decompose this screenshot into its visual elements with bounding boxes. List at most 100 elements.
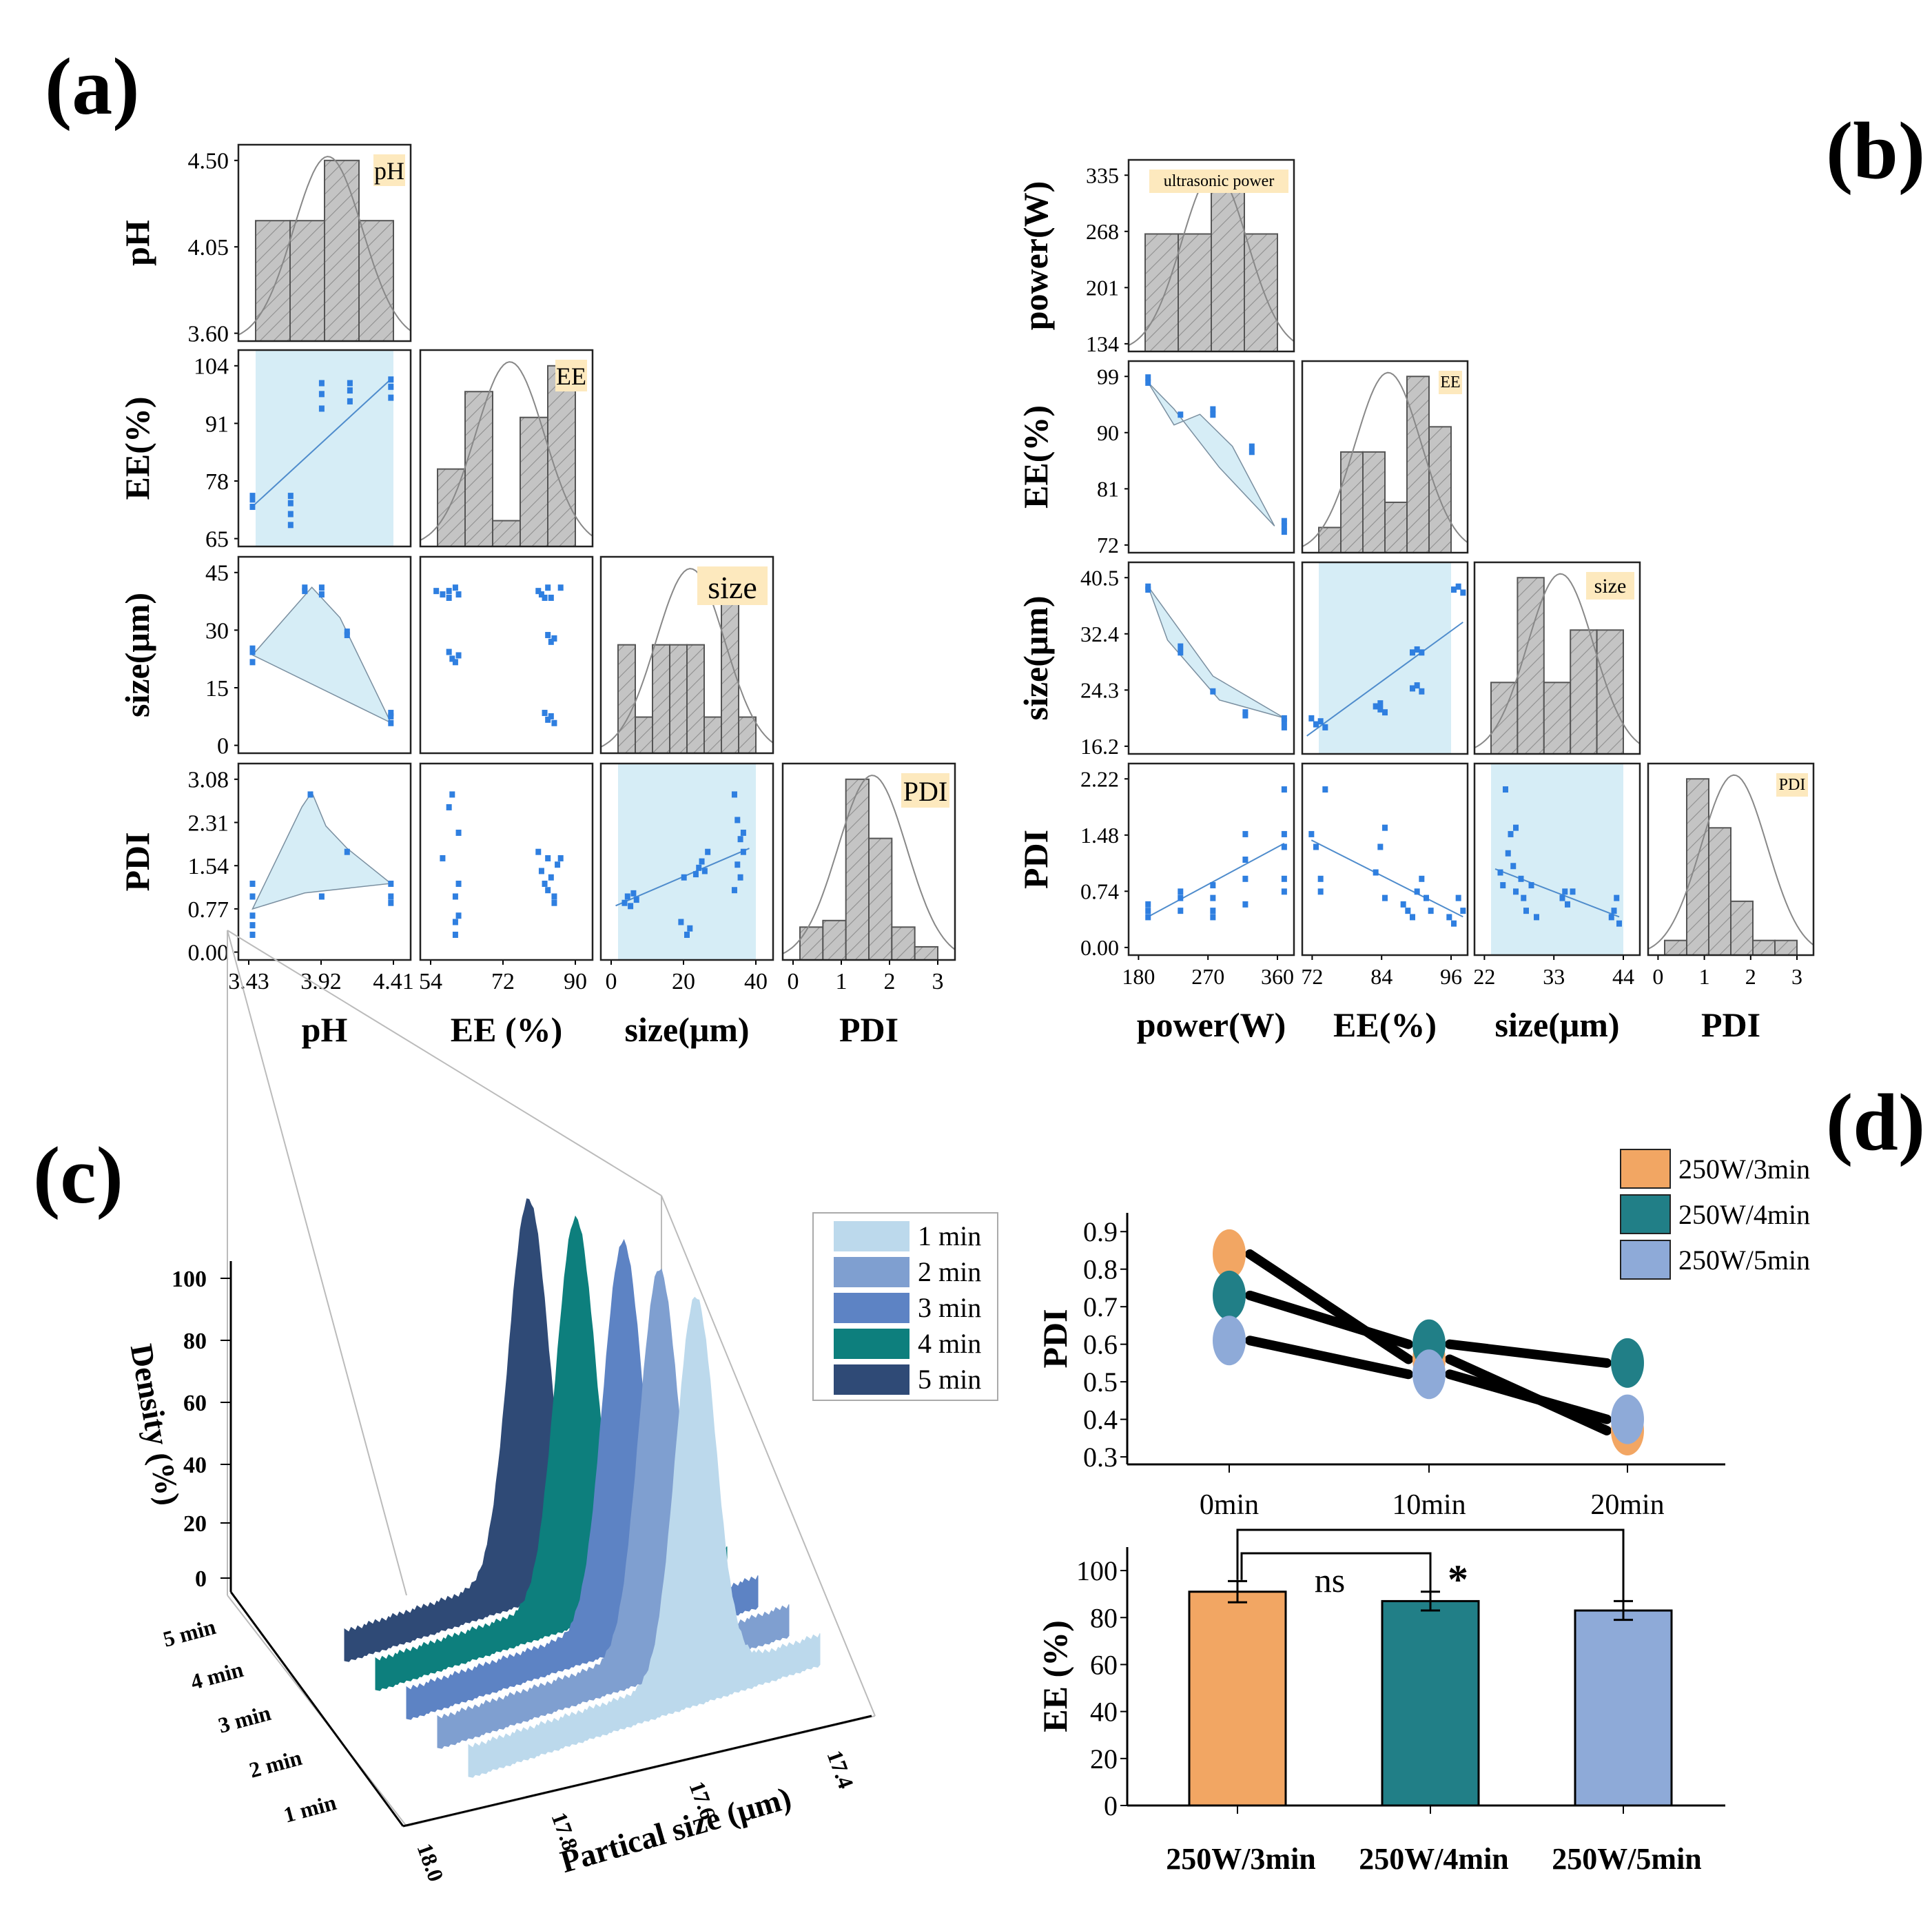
row-tick-label: 1.54 [188,854,229,879]
legend-swatch [834,1221,910,1251]
scatter-point [449,655,455,662]
density-curve [600,568,774,748]
row-tick-label: 201 [1086,276,1119,300]
scatter-point [624,893,630,900]
histogram-bar [1406,376,1430,553]
scatter-point [1565,901,1570,908]
row-tick-label: 91 [205,411,229,437]
row-tick-label: 65 [205,527,229,553]
point-1 [1611,1338,1644,1388]
confidence-band [251,791,393,910]
histogram-bar [492,520,521,547]
scatter-point [542,594,548,601]
histogram-bar [891,926,916,961]
scatter-point [1414,888,1420,895]
cell-0-0: pH [237,143,412,342]
series-line [1445,1339,1612,1368]
scatter-point [1281,715,1287,722]
panel-d-pdi-line-chart: 0.9 0.8 0.7 0.6 0.5 0.4 0.3 0min 10min 20min PDI 25… [1036,1149,1810,1521]
histogram-bar [669,644,688,754]
density-curve [1302,371,1468,547]
scatter-point [1608,914,1614,921]
col-tick-label: 44 [1612,964,1634,989]
scatter-point [249,931,256,938]
scatter-point [1400,901,1406,908]
scatter-point [388,394,394,401]
series-line [1245,1249,1413,1364]
cell-2-2: size [1473,561,1641,755]
scatter-point [545,855,551,861]
histogram-bar [1752,939,1776,956]
row-tick-label: 30 [205,618,229,644]
point-2 [1611,1394,1644,1444]
scatter-point [1145,908,1151,914]
scatter-point [307,791,314,798]
scatter-point [633,897,639,903]
col-tick-label: 180 [1122,964,1155,989]
col-tick-label: 22 [1473,964,1495,989]
y-axis-title: EE (%) [1036,1620,1074,1732]
row-axis-label: EE(%) [1016,405,1055,509]
scatter-point [1446,914,1452,921]
scatter-point [542,710,548,717]
scatter-point [1281,843,1287,850]
row-tick-label: 78 [205,469,229,495]
scatter-point [535,848,542,855]
scatter-point [1382,824,1388,831]
panel-d-ee-bar-chart: 100 80 60 40 20 0 EE (%) 250W/3min 250W/4min 250W… [1036,1528,1725,1876]
row-tick-label: 90 [1097,420,1119,445]
histogram-bar [1596,629,1625,755]
scatter-point [734,861,741,868]
scatter-point [455,652,462,659]
histogram-bar [1543,682,1572,755]
cell-1-1: EE [1301,360,1469,554]
row-tick-label: 24.3 [1080,678,1119,703]
cell-1-0 [237,349,412,548]
row-axis-label: EE(%) [118,397,156,500]
scatter-point [344,628,350,635]
histogram-bar [520,416,548,548]
legend-swatch [1620,1194,1671,1234]
cell-frame [237,349,412,548]
scatter-point [699,858,705,865]
y-tick-label: 0.7 [1083,1291,1118,1322]
col-tick-label: 3 [932,969,944,994]
panel-label-c: (c) [33,1130,123,1220]
col-tick-label: 54 [419,969,442,994]
scatter-point [1210,882,1216,889]
scatter-point [1210,688,1216,695]
scatter-point [1523,908,1529,914]
diag-variable-label: PDI [903,776,947,807]
row-tick-label: 99 [1097,364,1119,389]
x-tick-label: 250W/5min [1552,1842,1702,1876]
legend-swatch [834,1329,910,1359]
series-line [1245,1290,1413,1349]
histogram-bar [822,919,847,961]
row-axis-label: size(μm) [118,593,156,717]
bar [1188,1590,1287,1807]
scatter-point [692,871,699,878]
cell-frame [599,762,774,961]
confidence-band [256,350,393,546]
density-curve [1647,774,1814,950]
scatter-point [681,874,687,881]
x-tick-label: 17.4 [822,1747,859,1792]
diag-variable-label: size [708,570,757,605]
col-tick-label: 3.43 [228,969,269,994]
scatter-point [452,893,458,900]
scatter-point [455,591,462,598]
scatter-point [1559,894,1565,901]
scatter-point [535,588,542,595]
y-tick-label: 0.8 [1083,1254,1118,1285]
scatter-point [538,868,544,874]
z-tick-label: 3 min [216,1700,274,1738]
histogram-bar [738,716,757,755]
scatter-point [1410,914,1415,921]
scatter-point [249,893,256,900]
axis-frame-line [227,930,662,1196]
histogram-bar [914,945,938,961]
scatter-point [1405,908,1411,914]
scatter-point [1308,715,1315,722]
scatter-point [555,861,561,868]
